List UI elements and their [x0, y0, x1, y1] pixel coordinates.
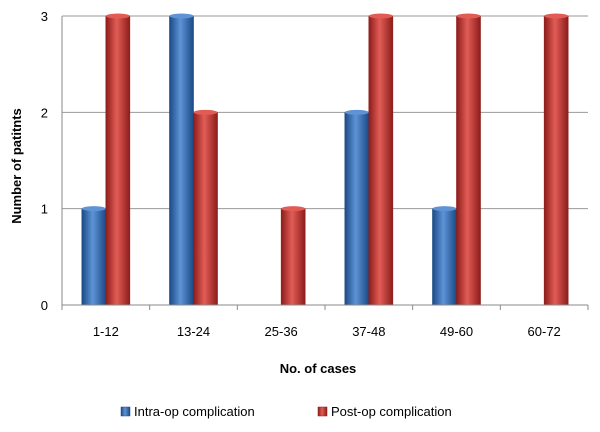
- bar-post-op: [105, 15, 131, 306]
- bar-top-cap: [456, 13, 481, 19]
- bar-top-cap: [281, 206, 306, 212]
- y-tick-label: 2: [41, 105, 48, 120]
- x-axis-title: No. of cases: [280, 361, 357, 376]
- legend-swatch-intra-op: [120, 406, 131, 417]
- bar-top-cap: [105, 13, 130, 19]
- bar-post-op: [280, 208, 306, 306]
- bar-intra-op: [169, 15, 194, 306]
- x-tick-label: 49-60: [440, 324, 473, 339]
- x-tick-label: 13-24: [177, 324, 210, 339]
- y-tick-labels: 0 1 2 3: [41, 9, 48, 313]
- bar-intra-op: [432, 208, 457, 306]
- bar-post-op: [456, 15, 481, 306]
- bar-top-cap: [544, 13, 569, 19]
- y-axis-title: Number of patitnts: [9, 108, 24, 224]
- bar-intra-op: [344, 112, 370, 306]
- y-tick-label: 1: [41, 202, 48, 217]
- gridlines: [62, 15, 588, 306]
- bar-post-op: [368, 15, 394, 306]
- x-tick-label: 25-36: [265, 324, 298, 339]
- axes: [61, 16, 589, 310]
- legend-swatch-post-op: [317, 406, 328, 417]
- y-tick-label: 3: [41, 9, 48, 24]
- x-tick-label: 1-12: [93, 324, 119, 339]
- x-tick-label: 60-72: [528, 324, 561, 339]
- bar-top-cap: [193, 109, 218, 115]
- bar-top-cap: [432, 206, 457, 212]
- bar-intra-op: [81, 208, 107, 306]
- legend: Intra-op complication Post-op complicati…: [120, 404, 452, 419]
- x-tick-label: 37-48: [352, 324, 385, 339]
- bar-top-cap: [344, 109, 369, 115]
- bar-top-cap: [81, 206, 106, 212]
- bar-post-op: [543, 15, 569, 306]
- legend-label-intra-op: Intra-op complication: [134, 404, 255, 419]
- legend-label-post-op: Post-op complication: [331, 404, 452, 419]
- bar-post-op: [193, 112, 218, 306]
- bars: [81, 13, 569, 306]
- bar-top-cap: [169, 13, 194, 19]
- y-tick-label: 0: [41, 298, 48, 313]
- x-tick-labels: 1-12 13-24 25-36 37-48 49-60 60-72: [93, 324, 561, 339]
- bar-top-cap: [368, 13, 393, 19]
